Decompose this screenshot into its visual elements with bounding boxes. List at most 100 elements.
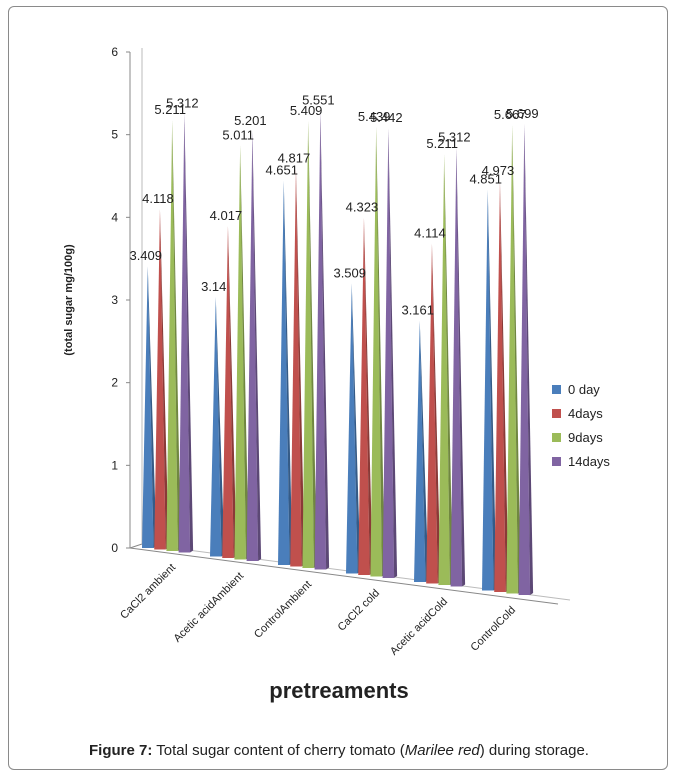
bar-side-2-3 (376, 126, 385, 577)
data-label: 5.201 (234, 113, 267, 128)
data-label: 5.699 (506, 106, 539, 121)
bar-side-2-1 (240, 145, 249, 560)
data-label: 3.14 (201, 279, 226, 294)
bar-2-4 (438, 154, 450, 585)
bar-side-3-2 (320, 110, 330, 570)
bar-3-1 (246, 131, 259, 561)
data-label: 4.851 (469, 171, 502, 186)
chart-data-labels: 3.4094.1185.2115.3123.144.0175.0115.2014… (129, 93, 538, 318)
legend-label: 14days (568, 454, 610, 469)
chart-legend: 0 day 4days 9days 14days (552, 382, 610, 469)
bar-0-0 (142, 266, 154, 548)
bar-3-0 (178, 113, 191, 553)
data-label: 3.409 (129, 248, 162, 263)
data-label: 4.323 (346, 200, 379, 215)
bar-side-1-4 (431, 243, 441, 584)
data-label: 3.509 (333, 265, 366, 280)
bar-side-1-2 (295, 168, 305, 567)
caption-text-before: Total sugar content of cherry tomato ( (152, 742, 405, 759)
data-label: 5.409 (290, 103, 323, 118)
bar-side-0-2 (283, 180, 293, 565)
legend-label: 0 day (568, 382, 600, 397)
data-label: 4.118 (142, 191, 174, 206)
bar-side-1-0 (159, 209, 169, 550)
legend-swatch (552, 385, 561, 394)
legend-swatch (552, 433, 561, 442)
bar-side-3-4 (456, 147, 466, 587)
bar-3-4 (450, 147, 463, 587)
caption-text-after: ) during storage. (479, 742, 589, 759)
bar-1-2 (290, 168, 302, 567)
bar-3-2 (314, 110, 327, 570)
chart-bars (142, 110, 534, 596)
bar-side-3-1 (252, 131, 262, 561)
data-label: 3.161 (401, 303, 434, 318)
data-label: 5.439 (358, 109, 391, 124)
legend-label: 9days (568, 430, 603, 445)
bar-1-3 (358, 217, 370, 575)
bar-side-3-3 (388, 128, 398, 579)
bar-side-1-5 (499, 180, 509, 592)
x-axis-line (129, 547, 559, 605)
y-tick-label: 1 (111, 458, 118, 472)
figure-caption: Figure 7: Total sugar content of cherry … (0, 742, 678, 759)
data-label: 4.114 (414, 225, 446, 240)
caption-italic-text: Marilee red (404, 742, 480, 759)
legend-swatch (552, 457, 561, 466)
x-tick-label: Acetic acidAmbient (171, 570, 246, 645)
bar-0-2 (278, 180, 290, 565)
bar-0-4 (414, 320, 426, 582)
bar-2-5 (506, 125, 518, 594)
bar-0-3 (346, 283, 358, 574)
bar-side-0-1 (215, 296, 225, 557)
y-tick-label: 0 (111, 541, 118, 555)
data-label: 5.312 (166, 95, 199, 110)
bar-3-3 (382, 128, 395, 579)
bar-side-2-5 (512, 125, 521, 594)
data-label: 5.011 (222, 127, 254, 142)
axis-corner-line (129, 543, 143, 549)
bar-side-2-4 (444, 154, 453, 585)
y-axis-label: (total sugar mg/100g) (63, 244, 75, 356)
bar-side-1-3 (363, 217, 373, 575)
data-label: 4.651 (265, 163, 298, 178)
data-label: 5.551 (302, 93, 335, 108)
y-tick-label: 2 (111, 376, 118, 390)
y-tick-label: 4 (111, 210, 118, 224)
x-tick-label: CaCl2 cold (336, 587, 383, 634)
data-label: 4.973 (482, 163, 515, 178)
bar-2-3 (370, 126, 382, 577)
x-tick-label: CaCl2 ambient (118, 562, 178, 622)
y-tick-label: 5 (111, 128, 118, 142)
legend-label: 4days (568, 406, 603, 421)
bar-side-2-0 (172, 120, 181, 551)
bar-2-0 (166, 120, 178, 551)
figure-number: Figure 7: (89, 742, 153, 759)
bar-3-5 (518, 123, 531, 596)
y-tick-label: 3 (111, 293, 118, 307)
bar-0-1 (210, 296, 222, 557)
bar-1-0 (154, 209, 166, 550)
x-tick-label: Acetic acidCold (388, 596, 450, 658)
data-label: 5.442 (370, 110, 403, 125)
x-axis-label: pretreaments (269, 678, 409, 703)
legend-swatch (552, 409, 561, 418)
data-label: 5.211 (154, 102, 186, 117)
data-label: 4.817 (278, 150, 311, 165)
bar-2-2 (302, 120, 314, 568)
bar-side-1-1 (227, 225, 237, 559)
bar-1-4 (426, 243, 438, 584)
x-tick-label: ControlAmbient (252, 579, 314, 641)
bar-0-5 (482, 189, 494, 591)
bar-2-1 (234, 145, 246, 560)
x-tick-label: ControlCold (469, 604, 519, 654)
data-label: 5.211 (426, 136, 458, 151)
bar-side-2-2 (308, 120, 317, 568)
bar-side-0-3 (351, 283, 361, 574)
bar-side-0-5 (487, 189, 497, 591)
data-label: 5.312 (438, 129, 471, 144)
bar-side-3-0 (184, 113, 194, 553)
bar-1-1 (222, 225, 234, 559)
bar-side-0-0 (147, 266, 157, 548)
